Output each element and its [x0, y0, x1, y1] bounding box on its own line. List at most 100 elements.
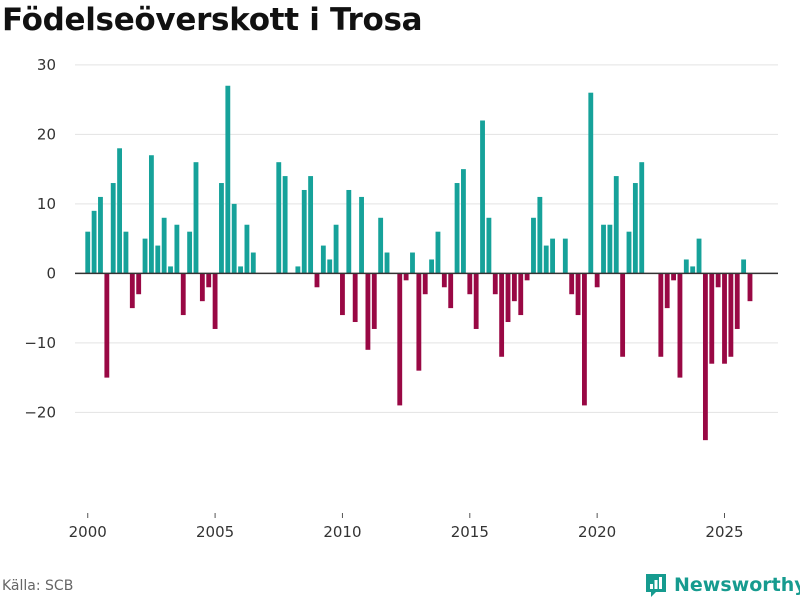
bar [180, 273, 186, 316]
bar [575, 273, 581, 316]
bar [467, 273, 473, 295]
bar [85, 231, 91, 274]
bar [594, 273, 600, 288]
bar [722, 273, 727, 364]
brand-logo[interactable]: Newsworthy [644, 570, 800, 600]
bar [250, 252, 256, 274]
bar [352, 273, 358, 323]
bar [499, 273, 505, 357]
x-tick-label: 2000 [69, 523, 107, 541]
bar [734, 273, 740, 329]
bar [531, 217, 536, 274]
x-tick-label: 2020 [578, 523, 616, 541]
bar [537, 196, 543, 274]
bar [461, 169, 466, 274]
bar [308, 176, 314, 274]
bar [486, 217, 492, 274]
bar [155, 245, 161, 274]
bar [148, 155, 154, 274]
bar [429, 259, 435, 274]
bar [231, 203, 237, 274]
bar [480, 120, 485, 274]
bar [238, 266, 243, 274]
bar [359, 196, 364, 274]
y-tick-label: 20 [37, 125, 56, 143]
bar [639, 162, 645, 274]
bar [511, 273, 517, 302]
bar [620, 273, 626, 357]
bar [435, 231, 441, 274]
bar [314, 273, 320, 288]
bar [690, 266, 696, 274]
bar [320, 245, 326, 274]
bar [582, 273, 587, 406]
bar [702, 273, 708, 441]
bar [206, 273, 212, 288]
bar [588, 92, 594, 274]
source-note: Källa: SCB [2, 578, 74, 594]
bar [613, 176, 619, 274]
bar [441, 273, 447, 288]
bar [709, 273, 715, 364]
x-tick-label: 2010 [323, 523, 361, 541]
bar [346, 189, 352, 274]
chart-title: Födelseöverskott i Trosa [2, 2, 423, 38]
bar [403, 273, 409, 281]
bar [142, 238, 148, 274]
bar [212, 273, 218, 329]
newsworthy-logo-icon [646, 574, 666, 597]
bar [747, 273, 753, 302]
bar [728, 273, 734, 357]
bar [410, 252, 415, 274]
bar [416, 273, 422, 371]
bar [632, 183, 638, 274]
bar [671, 273, 676, 281]
x-tick-label: 2005 [196, 523, 234, 541]
bar [626, 231, 632, 274]
bar [161, 217, 167, 274]
bar [683, 259, 689, 274]
bar [524, 273, 530, 281]
y-tick-label: 0 [46, 264, 56, 282]
bar [168, 266, 173, 274]
bar [454, 183, 460, 274]
bar [518, 273, 524, 316]
bar [677, 273, 683, 378]
bar [129, 273, 135, 309]
bar [174, 224, 180, 274]
bar [276, 162, 282, 274]
bar [378, 217, 384, 274]
bar [741, 259, 747, 274]
y-tick-label: −20 [24, 403, 56, 421]
y-tick-label: 30 [37, 56, 56, 74]
bar [422, 273, 428, 295]
bar [295, 266, 301, 274]
bar [225, 85, 231, 274]
bar [492, 273, 498, 295]
bar [365, 273, 371, 350]
bar [104, 273, 110, 378]
bar [98, 196, 103, 274]
x-tick-label: 2015 [451, 523, 489, 541]
bar [110, 183, 116, 274]
bar [327, 259, 333, 274]
bar [569, 273, 575, 295]
bar [193, 162, 199, 274]
bar [333, 224, 339, 274]
bar [607, 224, 613, 274]
bar [397, 273, 403, 406]
bar [371, 273, 377, 329]
bar [91, 210, 97, 274]
bar [199, 273, 205, 302]
bar [543, 245, 549, 274]
bar [448, 273, 454, 309]
bar [187, 231, 193, 274]
bar [562, 238, 568, 274]
bar [136, 273, 142, 295]
bar [601, 224, 606, 274]
bar [696, 238, 702, 274]
y-tick-label: 10 [37, 195, 56, 213]
bar [715, 273, 721, 288]
brand-name: Newsworthy [674, 574, 800, 596]
bar [244, 224, 250, 274]
